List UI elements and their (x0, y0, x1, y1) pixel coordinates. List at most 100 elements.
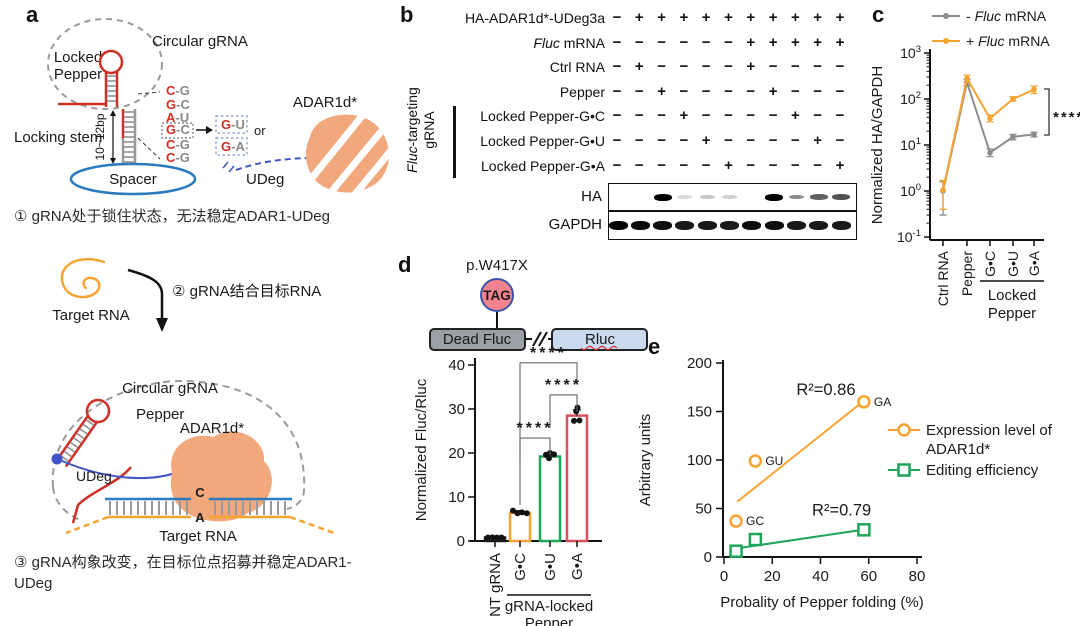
condition-sign: − (791, 132, 800, 149)
y-tick-label: 20 (448, 445, 465, 462)
base-pair: C-G (166, 137, 190, 152)
condition-sign: − (768, 132, 778, 149)
blot-band (720, 221, 739, 230)
condition-sign: − (657, 33, 666, 51)
udeg-tail-ticks (222, 161, 235, 173)
condition-sign: − (746, 132, 756, 149)
significance-stars: **** (1053, 109, 1080, 126)
binding-arrowhead (156, 318, 168, 332)
blot-band (608, 221, 628, 230)
legend-marker (943, 13, 949, 19)
replicate-dot (489, 534, 496, 541)
y-tick-label: 101 (900, 136, 921, 153)
condition-sign: − (835, 82, 845, 100)
condition-sign: − (634, 156, 644, 174)
grna-group-bracket (453, 106, 456, 178)
condition-sign: − (612, 58, 622, 76)
stop-codon-label: TAG (483, 288, 511, 303)
y-tick-label: 30 (448, 401, 465, 418)
circular-grna-outline (47, 18, 163, 110)
condition-sign: − (634, 132, 644, 149)
mutant-box-ga (215, 137, 248, 156)
circular-grna-label-2: Circular gRNA (122, 380, 218, 397)
point-label: GU (765, 454, 783, 468)
condition-sign: − (746, 156, 756, 174)
condition-sign: + (791, 107, 800, 125)
arrowhead-down (110, 158, 116, 164)
blot-band (722, 195, 737, 199)
udeg-dot (51, 453, 63, 465)
data-point-square (729, 544, 743, 558)
spacer-label: Spacer (109, 171, 157, 188)
condition-sign: + (768, 33, 778, 51)
condition-sign: − (813, 156, 823, 174)
significance-stars: **** (545, 377, 582, 394)
mutation-arrowhead (206, 126, 213, 134)
condition-sign: + (746, 58, 756, 76)
condition-sign: + (835, 33, 845, 51)
data-point-square (857, 523, 871, 537)
arrowhead-up (110, 110, 116, 116)
target-rna-label: Target RNA (52, 307, 130, 324)
condition-sign: − (701, 82, 711, 100)
x-tick-label: 60 (860, 568, 877, 585)
condition-sign: − (835, 58, 845, 76)
condition-sign: + (724, 9, 733, 26)
rluc-label: Rluc (585, 331, 616, 348)
x-tick-label: 0 (720, 568, 728, 585)
gapdh-blot-label: GAPDH (548, 216, 602, 233)
x-tick-label: NT gRNA (487, 553, 504, 617)
blot-band (699, 195, 715, 199)
y-tick-label: 50 (695, 501, 712, 518)
condition-sign: − (835, 132, 845, 149)
condition-sign: + (657, 9, 666, 26)
adar1d-label: ADAR1d* (293, 94, 357, 111)
condition-sign: + (813, 33, 823, 51)
y-tick-label: 40 (448, 357, 465, 374)
spacer-ellipse (69, 162, 197, 196)
data-point-circle (748, 454, 763, 468)
panel-c-label: c (872, 2, 885, 27)
y-tick-label: 0 (457, 533, 465, 550)
condition-sign: + (657, 82, 666, 100)
replicate-dot (514, 510, 521, 517)
x-tick-label: G•A (1026, 250, 1042, 276)
condition-sign: − (724, 82, 733, 100)
base-pair: C-G (166, 83, 190, 98)
condition-sign: − (612, 9, 622, 26)
condition-sign: + (791, 9, 800, 26)
point-label: GA (874, 395, 891, 409)
duplex-rungs (109, 501, 286, 515)
x-tick-label: 80 (909, 568, 926, 585)
condition-sign: − (791, 82, 800, 100)
panel-d-label: d (398, 252, 412, 277)
blot-band (788, 194, 804, 200)
condition-sign: + (634, 58, 644, 76)
condition-sign: − (657, 58, 666, 76)
blot-band (677, 195, 693, 199)
udeg-label-2: UDeg (76, 468, 112, 484)
condition-sign: − (724, 107, 733, 125)
condition-sign: − (701, 33, 711, 51)
condition-sign: + (768, 82, 778, 100)
target-rna-label-2: Target RNA (159, 528, 237, 545)
replicate-dot (494, 534, 500, 541)
x-tick-label: G•C (512, 553, 529, 581)
replicate-dot (571, 417, 577, 424)
binding-arrow (127, 268, 164, 320)
blot-band (653, 221, 673, 230)
condition-row-label: Ctrl RNA (549, 59, 605, 76)
condition-sign: − (612, 107, 622, 125)
condition-sign: + (813, 9, 823, 26)
adar1d-label-2: ADAR1d* (180, 420, 244, 437)
point-label: GC (746, 514, 764, 528)
condition-sign: + (701, 132, 711, 149)
condition-sign: − (612, 33, 622, 51)
mutant-box-gu (215, 115, 248, 134)
replicate-dot (519, 509, 525, 516)
mutant-pair: G-U (221, 117, 245, 132)
ha-blot (608, 183, 857, 211)
group-label: Pepper (988, 305, 1036, 322)
condition-sign: + (768, 9, 778, 26)
significance-bracket (519, 362, 578, 463)
